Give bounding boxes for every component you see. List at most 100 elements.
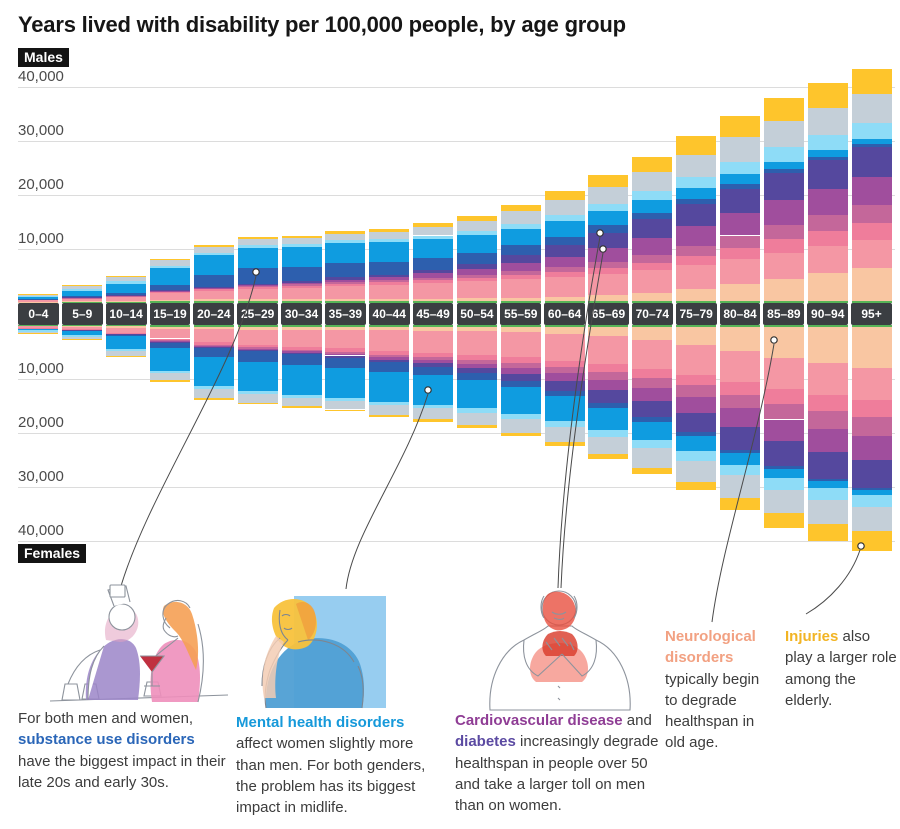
bar-segment-male-pink: [456, 281, 497, 299]
bar-segment-male-pink: [193, 290, 234, 300]
bar-segment-male-blue: [413, 238, 454, 258]
bar-segment-female-peach: [325, 326, 366, 331]
bar-segment-male-yellow: [544, 191, 585, 201]
bar-segment-female-skyblue: [851, 495, 892, 507]
bar-segment-female-peach: [632, 326, 673, 341]
bar-segment-male-magenta: [325, 279, 366, 282]
bar-segment-female-yellow: [237, 402, 278, 405]
bar-segment-male-mauve: [413, 277, 454, 281]
bar-segment-male-pink: [413, 283, 454, 299]
age-label: 0–4: [18, 303, 59, 325]
bar-segment-male-yellow: [237, 237, 278, 240]
bar-segment-male-indigo: [149, 290, 190, 291]
bar-segment-female-pink: [149, 328, 190, 339]
gridline-females: [18, 379, 895, 380]
bar-segment-female-blue: [237, 361, 278, 392]
bar-segment-male-indigo: [632, 219, 673, 238]
bar-segment-female-pink: [851, 367, 892, 400]
bar-segment-male-indigo: [588, 232, 629, 248]
bar-segment-male-blue: [193, 255, 234, 275]
bar-segment-female-peach: [456, 326, 497, 332]
females-label-badge: Females: [18, 544, 87, 563]
bar-segment-male-mauve: [456, 274, 497, 278]
bar-segment-female-magenta: [456, 363, 497, 368]
bar-segment-male-green: [500, 301, 541, 303]
bar-segment-female-blue: [720, 452, 761, 465]
bar-segment-male-mauve: [500, 271, 541, 276]
bar-segment-male-gray: [237, 239, 278, 245]
bar-segment-male-magenta: [632, 237, 673, 255]
bar-segment-female-magenta: [369, 357, 410, 360]
bar-segment-male-rose: [149, 291, 190, 294]
bar-segment-female-gray: [369, 405, 410, 416]
bar-segment-male-yellow: [106, 276, 147, 278]
bar-segment-male-green: [413, 301, 454, 303]
bar-segment-female-blue: [149, 347, 190, 371]
bar-segment-male-gray: [456, 220, 497, 232]
bar-segment-female-rose: [413, 352, 454, 358]
bar-segment-female-pink: [193, 329, 234, 343]
bar-segment-male-rose: [413, 280, 454, 284]
males-label-badge: Males: [18, 48, 69, 67]
bar-segment-male-yellow: [720, 115, 761, 138]
bar-segment-male-yellow: [851, 68, 892, 94]
bar-segment-female-peach: [369, 326, 410, 331]
bar-segment-female-rose: [325, 348, 366, 352]
bar-segment-male-magenta: [763, 199, 804, 225]
bar-segment-male-yellow: [369, 229, 410, 233]
bar-segment-female-yellow: [763, 513, 804, 529]
bar-segment-female-yellow: [807, 524, 848, 541]
bar-segment-male-darkblue: [632, 212, 673, 220]
bar-segment-female-gray: [149, 373, 190, 381]
bar-segment-female-mauve: [281, 349, 322, 352]
bar-segment-male-green: [851, 301, 892, 303]
bar-segment-female-magenta: [588, 379, 629, 391]
bar-segment-male-magenta: [149, 290, 190, 292]
bar-segment-male-skyblue: [544, 214, 585, 221]
bar-segment-male-rose: [281, 285, 322, 288]
bar-segment-male-darkblue: [456, 252, 497, 264]
bar-segment-male-green: [456, 301, 497, 303]
bar-segment-male-rose: [106, 295, 147, 297]
bar-segment-female-yellow: [676, 481, 717, 491]
bar-segment-female-skyblue: [500, 413, 541, 419]
gridline-males: [18, 87, 895, 88]
bar-segment-male-indigo: [325, 277, 366, 280]
bar-segment-male-rose: [325, 283, 366, 286]
bar-segment-female-gray: [763, 489, 804, 514]
bar-segment-female-magenta: [720, 408, 761, 428]
caption-text: affect women slightly more than men. For…: [236, 735, 426, 817]
bar-segment-female-pink: [544, 333, 585, 361]
caption-keyword-blue: Mental health disorders: [236, 714, 405, 731]
bar-segment-male-pink: [18, 299, 59, 302]
bar-segment-male-blue: [18, 297, 59, 299]
caption-cardiovascular: Cardiovascular disease and diabetes incr…: [455, 710, 661, 816]
bar-segment-female-rose: [807, 394, 848, 412]
bar-segment-male-peach: [18, 301, 59, 303]
bar-segment-female-peach: [851, 326, 892, 368]
bar-segment-female-skyblue: [456, 408, 497, 413]
bar-segment-female-magenta: [413, 360, 454, 364]
bar-segment-male-mauve: [676, 245, 717, 256]
bar-segment-female-blue: [106, 336, 147, 350]
bar-segment-male-green: [18, 302, 59, 303]
bar-segment-male-yellow: [632, 156, 673, 172]
bar-segment-female-peach: [588, 326, 629, 337]
bar-segment-male-magenta: [500, 263, 541, 272]
age-label: 45–49: [412, 303, 454, 325]
bar-segment-male-skyblue: [720, 162, 761, 175]
bar-segment-female-yellow: [500, 433, 541, 437]
bar-segment-male-rose: [720, 247, 761, 260]
age-label: 10–14: [105, 303, 147, 325]
bar-segment-female-rose: [676, 374, 717, 386]
gridline-males: [18, 141, 895, 142]
bar-segment-female-peach: [413, 326, 454, 331]
bar-segment-male-magenta: [413, 273, 454, 278]
bar-segment-female-mauve: [500, 363, 541, 368]
bar-segment-female-darkblue: [18, 328, 59, 330]
bar-segment-male-skyblue: [149, 265, 190, 269]
axis-tick-males: 10,000: [18, 230, 64, 247]
age-label: 40–44: [368, 303, 410, 325]
bar-segment-male-skyblue: [632, 191, 673, 201]
age-label: 15–19: [149, 303, 191, 325]
